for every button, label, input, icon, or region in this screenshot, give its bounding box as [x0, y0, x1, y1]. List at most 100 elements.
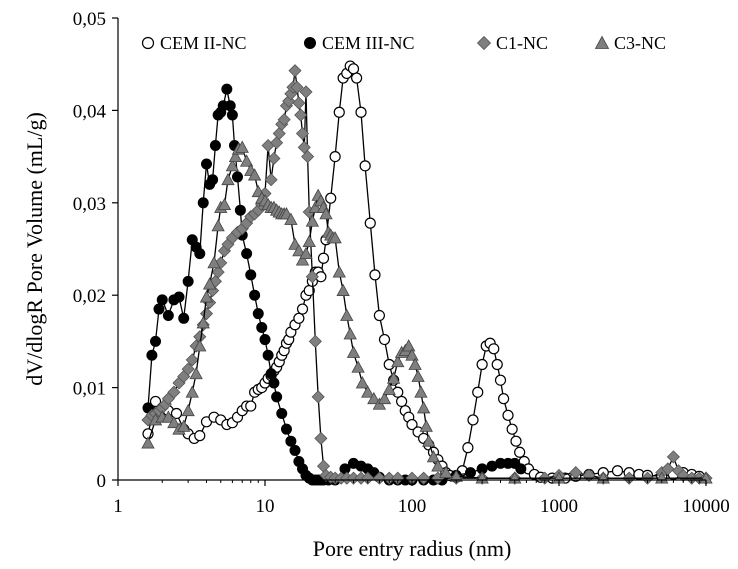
- data-point: [207, 174, 219, 186]
- data-point: [256, 322, 268, 334]
- data-point: [462, 442, 474, 454]
- data-point: [299, 246, 313, 260]
- data-point: [411, 369, 425, 382]
- data-point: [225, 159, 240, 172]
- data-point: [265, 368, 277, 380]
- data-point: [194, 248, 206, 260]
- data-point: [426, 450, 441, 463]
- data-point: [209, 140, 221, 152]
- data-point: [207, 256, 221, 269]
- data-point: [181, 362, 195, 376]
- y-tick-label: 0,04: [73, 101, 107, 122]
- data-point: [249, 289, 261, 301]
- legend-label: CEM III-NC: [322, 33, 415, 53]
- data-point: [182, 275, 194, 287]
- data-point: [245, 400, 257, 412]
- data-point: [510, 435, 522, 447]
- data-point: [332, 265, 346, 278]
- data-point: [294, 108, 308, 122]
- data-point: [355, 106, 367, 118]
- data-point: [193, 339, 207, 352]
- data-point: [234, 204, 246, 216]
- data-point: [299, 85, 313, 99]
- ticks-layer: 1 10 100 1000 10000 0 0,01 0,02 0,03 0,04 0,05: [73, 9, 730, 517]
- data-point: [262, 349, 274, 361]
- x-tick-label: 1000: [540, 496, 578, 517]
- data-point: [666, 450, 680, 464]
- data-point: [221, 172, 235, 186]
- data-point: [272, 126, 286, 141]
- data-point: [293, 312, 305, 324]
- data-point: [189, 366, 203, 380]
- data-point: [346, 345, 361, 358]
- data-point: [439, 465, 453, 479]
- data-point: [167, 385, 181, 399]
- y-tick-label: 0: [97, 471, 107, 492]
- data-point: [414, 385, 428, 398]
- data-point: [364, 217, 376, 229]
- data-point: [498, 393, 510, 405]
- data-point: [268, 377, 280, 389]
- x-tick-label: 1: [113, 496, 123, 517]
- data-point: [406, 418, 418, 431]
- data-point: [378, 333, 391, 346]
- data-point: [141, 436, 155, 449]
- data-point: [369, 269, 381, 281]
- data-point: [351, 360, 365, 373]
- x-tick-label: 10000: [682, 496, 730, 517]
- data-point: [396, 395, 408, 408]
- legend-item: CEM III-NC: [304, 33, 415, 53]
- data-point: [308, 200, 323, 213]
- data-point: [196, 316, 210, 329]
- data-point: [276, 407, 288, 419]
- data-point: [391, 354, 405, 368]
- data-point: [305, 214, 320, 227]
- legend-marker: [141, 36, 155, 50]
- data-point: [181, 403, 195, 417]
- legend-item: C1-NC: [476, 33, 548, 53]
- data-point: [336, 283, 350, 296]
- data-point: [340, 308, 354, 321]
- x-tick-label: 10: [256, 496, 275, 517]
- data-point: [308, 334, 322, 348]
- legend-label: CEM II-NC: [160, 33, 247, 53]
- series-line: [147, 64, 700, 479]
- data-point: [361, 471, 375, 485]
- data-point: [311, 390, 325, 404]
- legend-marker: [594, 35, 610, 49]
- data-point: [386, 371, 401, 384]
- data-point: [305, 270, 319, 284]
- x-tick-label: 100: [398, 496, 427, 517]
- legend-item: C3-NC: [594, 33, 666, 53]
- data-point: [377, 391, 392, 405]
- data-point: [464, 467, 476, 479]
- data-point: [153, 303, 165, 315]
- data-point: [288, 64, 302, 78]
- data-point: [314, 431, 328, 445]
- y-tick-label: 0,05: [73, 9, 106, 30]
- data-point: [373, 309, 385, 322]
- data-point: [408, 357, 422, 370]
- data-point: [417, 471, 431, 485]
- data-point: [472, 386, 484, 398]
- data-point: [185, 353, 199, 367]
- data-point: [149, 395, 162, 408]
- data-point: [506, 423, 518, 435]
- legend-marker: [476, 35, 492, 51]
- series-layer: [141, 60, 713, 486]
- data-point: [194, 430, 206, 442]
- data-point: [185, 385, 199, 398]
- data-point: [467, 414, 479, 426]
- legend-marker: [304, 37, 316, 49]
- data-point: [502, 409, 514, 421]
- data-point: [405, 348, 419, 361]
- legend: CEM II-NC CEM III-NC C1-NC C3-NC: [141, 33, 666, 53]
- data-point: [178, 312, 190, 324]
- data-point: [201, 158, 213, 170]
- data-point: [245, 269, 257, 281]
- data-point: [416, 401, 431, 414]
- data-point: [367, 391, 381, 405]
- data-point: [391, 471, 405, 485]
- data-point: [224, 100, 236, 112]
- data-point: [280, 423, 292, 435]
